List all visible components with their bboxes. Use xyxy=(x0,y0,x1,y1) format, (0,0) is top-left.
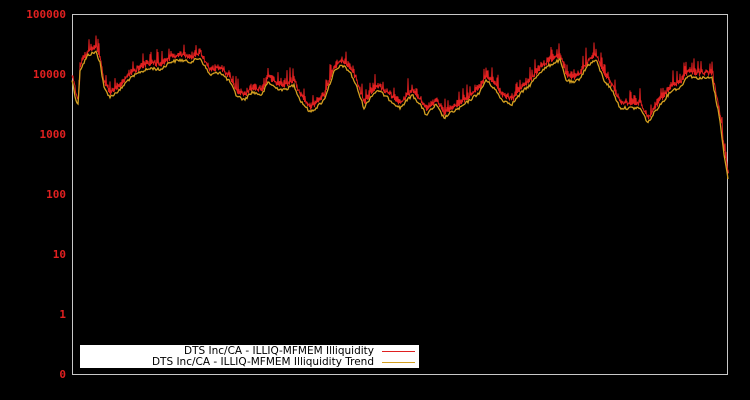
legend-swatch-red xyxy=(382,350,415,352)
y-tick-label: 100000 xyxy=(26,8,66,21)
legend-label: DTS Inc/CA - ILLIQ-MFMEM Illiquidity Tre… xyxy=(151,356,374,368)
illiquidity-line xyxy=(71,35,729,174)
y-tick-label: 100 xyxy=(46,188,66,201)
y-tick-label: 1 xyxy=(59,308,66,321)
legend-label: DTS Inc/CA - ILLIQ-MFMEM Illiquidity xyxy=(184,345,374,357)
legend-item-trend: DTS Inc/CA - ILLIQ-MFMEM Illiquidity Tre… xyxy=(152,356,415,368)
legend-swatch-gold xyxy=(382,361,415,363)
chart-legend: DTS Inc/CA - ILLIQ-MFMEM Illiquidity DTS… xyxy=(80,345,419,368)
y-tick-label: 10 xyxy=(52,248,66,261)
y-tick-label: 1000 xyxy=(39,128,67,141)
y-tick-label: 10000 xyxy=(32,68,66,81)
legend-item-illiquidity: DTS Inc/CA - ILLIQ-MFMEM Illiquidity xyxy=(184,345,415,357)
y-tick-label: 0 xyxy=(59,368,66,381)
illiquidity-trend-line xyxy=(71,50,729,180)
plot-frame xyxy=(72,14,728,375)
